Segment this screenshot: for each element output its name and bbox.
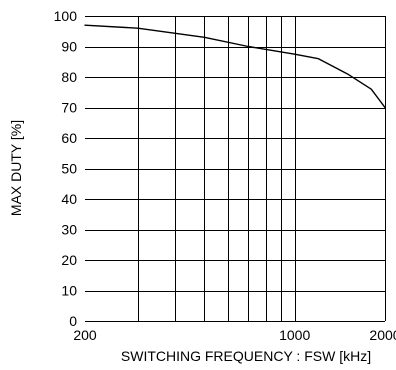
- y-tick-label: 10: [61, 283, 77, 299]
- series-line: [84, 24, 386, 109]
- y-tick-label: 80: [61, 69, 77, 85]
- y-tick-label: 100: [54, 8, 78, 24]
- y-tick-labels: 0 10 20 30 40 50 60 70 80 90 100: [54, 8, 78, 329]
- y-tick-label: 30: [61, 222, 77, 238]
- y-tick-label: 40: [61, 191, 77, 207]
- y-tick-label: 60: [61, 130, 77, 146]
- plot-area: 0 10 20 30 40 50 60 70 80 90 100 200 1000 2000: [54, 8, 396, 343]
- x-tick-label: 1000: [279, 327, 310, 343]
- x-tick-labels: 200 1000 2000: [73, 327, 396, 343]
- y-tick-label: 20: [61, 252, 77, 268]
- y-tick-label: 90: [61, 39, 77, 55]
- y-axis-label: MAX DUTY [%]: [8, 120, 24, 216]
- x-axis-label: SWITCHING FREQUENCY : FSW [kHz]: [121, 348, 371, 364]
- grid: [85, 16, 386, 321]
- x-tick-label: 200: [73, 327, 97, 343]
- y-tick-label: 70: [61, 100, 77, 116]
- series-group: [84, 24, 386, 109]
- y-tick-label: 0: [69, 313, 77, 329]
- x-tick-label: 2000: [369, 327, 396, 343]
- y-tick-label: 50: [61, 161, 77, 177]
